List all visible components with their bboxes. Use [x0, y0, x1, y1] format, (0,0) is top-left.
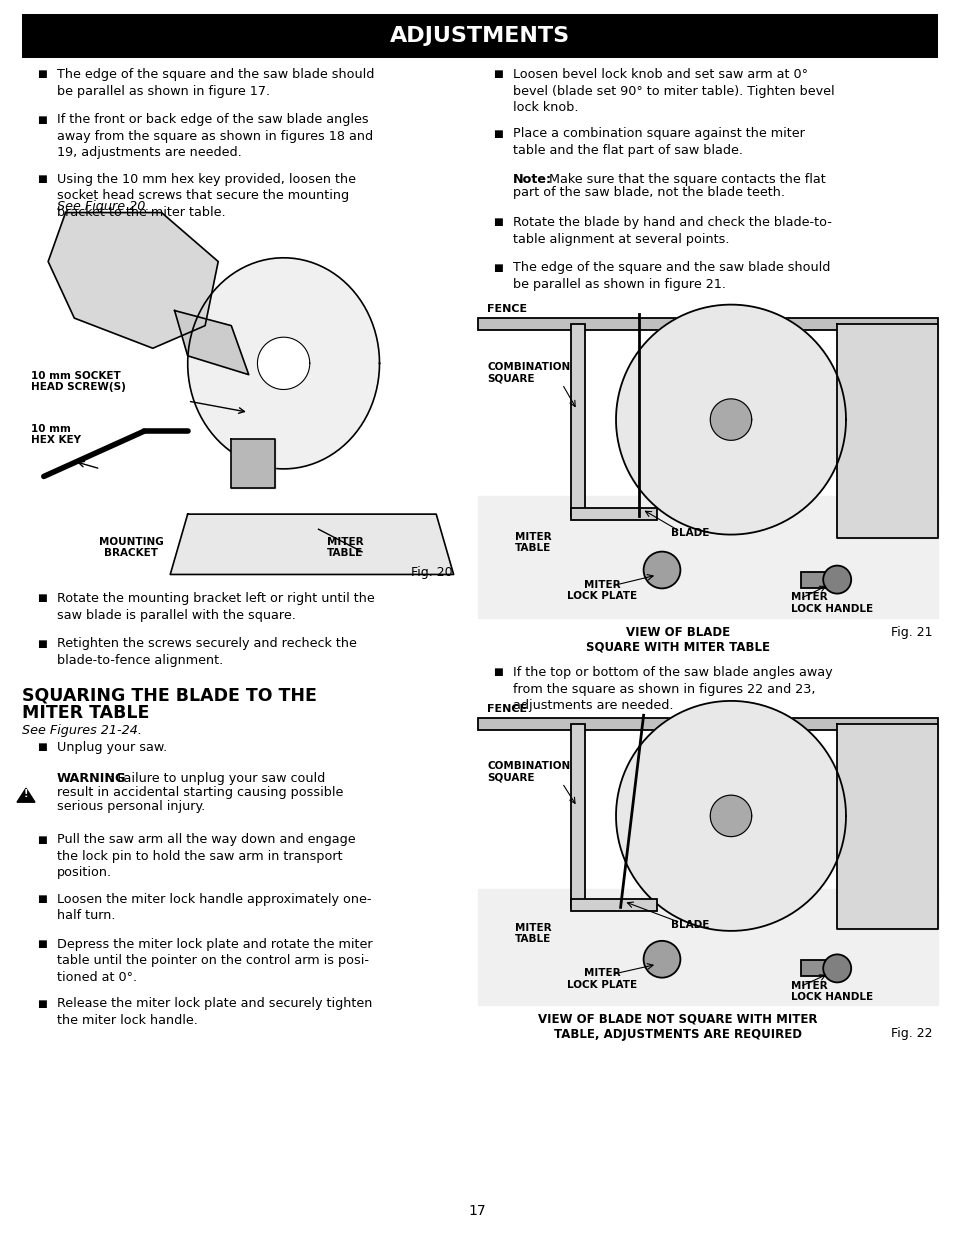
Text: serious personal injury.: serious personal injury. — [57, 800, 205, 813]
Text: ■: ■ — [493, 69, 502, 79]
Text: : Failure to unplug your saw could: : Failure to unplug your saw could — [109, 772, 325, 785]
Text: part of the saw blade, not the blade teeth.: part of the saw blade, not the blade tee… — [513, 186, 784, 199]
Text: ■: ■ — [493, 667, 502, 678]
Text: ■: ■ — [37, 835, 47, 845]
Text: FENCE: FENCE — [487, 304, 527, 314]
Text: ■: ■ — [493, 217, 502, 227]
Circle shape — [643, 941, 679, 978]
Bar — [801, 572, 830, 588]
Text: ■: ■ — [37, 174, 47, 184]
Text: ■: ■ — [493, 128, 502, 138]
Text: 10 mm
HEX KEY: 10 mm HEX KEY — [30, 424, 81, 446]
Text: MITER
LOCK HANDLE: MITER LOCK HANDLE — [790, 981, 872, 1002]
Bar — [571, 725, 584, 908]
Text: Fig. 22: Fig. 22 — [890, 1028, 932, 1040]
Text: If the front or back edge of the saw blade angles
away from the square as shown : If the front or back edge of the saw bla… — [57, 114, 373, 159]
Text: ■: ■ — [37, 894, 47, 904]
Text: Depress the miter lock plate and rotate the miter
table until the pointer on the: Depress the miter lock plate and rotate … — [57, 939, 373, 984]
Text: ■: ■ — [37, 999, 47, 1009]
Polygon shape — [174, 310, 249, 374]
Polygon shape — [170, 514, 454, 574]
Text: ■: ■ — [37, 638, 47, 648]
Text: MITER
LOCK PLATE: MITER LOCK PLATE — [566, 968, 637, 990]
Text: FENCE: FENCE — [487, 704, 527, 714]
Bar — [22, 14, 937, 58]
Text: Release the miter lock plate and securely tighten
the miter lock handle.: Release the miter lock plate and securel… — [57, 997, 372, 1026]
Bar — [477, 317, 937, 330]
Circle shape — [822, 566, 850, 594]
Bar — [571, 324, 584, 515]
Text: ■: ■ — [37, 115, 47, 125]
Text: 17: 17 — [468, 1204, 485, 1218]
Polygon shape — [17, 788, 35, 803]
Text: VIEW OF BLADE NOT SQUARE WITH MITER
TABLE, ADJUSTMENTS ARE REQUIRED: VIEW OF BLADE NOT SQUARE WITH MITER TABL… — [537, 1013, 817, 1041]
Polygon shape — [477, 889, 937, 1005]
Polygon shape — [836, 324, 937, 538]
Text: COMBINATION
SQUARE: COMBINATION SQUARE — [487, 761, 570, 783]
Text: MITER
LOCK PLATE: MITER LOCK PLATE — [566, 579, 637, 601]
Text: SQUARING THE BLADE TO THE: SQUARING THE BLADE TO THE — [22, 687, 316, 705]
Text: MOUNTING
BRACKET: MOUNTING BRACKET — [98, 537, 163, 558]
Polygon shape — [616, 701, 845, 931]
Text: ■: ■ — [37, 940, 47, 950]
Text: If the top or bottom of the saw blade angles away
from the square as shown in fi: If the top or bottom of the saw blade an… — [513, 666, 832, 713]
Text: BLADE: BLADE — [671, 529, 709, 538]
Bar — [477, 719, 937, 730]
Text: result in accidental starting causing possible: result in accidental starting causing po… — [57, 785, 343, 799]
Text: See Figure 20.: See Figure 20. — [57, 200, 150, 214]
Bar — [801, 961, 830, 977]
Text: Fig. 20: Fig. 20 — [411, 566, 453, 579]
Text: ■: ■ — [493, 263, 502, 273]
Text: MITER
TABLE: MITER TABLE — [515, 531, 551, 553]
Polygon shape — [257, 337, 310, 389]
Polygon shape — [616, 305, 845, 535]
Text: ■: ■ — [37, 69, 47, 79]
Polygon shape — [710, 795, 751, 836]
Text: Place a combination square against the miter
table and the flat part of saw blad: Place a combination square against the m… — [513, 127, 804, 157]
Text: See Figures 21-24.: See Figures 21-24. — [22, 724, 142, 737]
Polygon shape — [710, 399, 751, 441]
Circle shape — [643, 552, 679, 588]
Bar — [571, 899, 656, 911]
Text: ADJUSTMENTS: ADJUSTMENTS — [390, 26, 570, 46]
Text: Fig. 21: Fig. 21 — [890, 626, 932, 638]
Text: MITER TABLE: MITER TABLE — [22, 704, 150, 721]
Text: Retighten the screws securely and recheck the
blade-to-fence alignment.: Retighten the screws securely and rechec… — [57, 637, 356, 667]
Text: 10 mm SOCKET
HEAD SCREW(S): 10 mm SOCKET HEAD SCREW(S) — [30, 370, 126, 393]
Text: Unplug your saw.: Unplug your saw. — [57, 741, 167, 753]
Text: MITER
TABLE: MITER TABLE — [327, 537, 363, 558]
Text: Note:: Note: — [513, 173, 552, 185]
Circle shape — [822, 955, 850, 982]
Text: ■: ■ — [37, 594, 47, 604]
Text: !: ! — [24, 789, 29, 799]
Text: WARNING: WARNING — [57, 772, 127, 785]
Polygon shape — [836, 725, 937, 929]
Text: Make sure that the square contacts the flat: Make sure that the square contacts the f… — [544, 173, 825, 185]
Bar — [571, 508, 656, 520]
Text: ■: ■ — [37, 742, 47, 752]
Text: Using the 10 mm hex key provided, loosen the
socket head screws that secure the : Using the 10 mm hex key provided, loosen… — [57, 173, 355, 219]
Text: Rotate the blade by hand and check the blade-to-
table alignment at several poin: Rotate the blade by hand and check the b… — [513, 216, 831, 246]
Polygon shape — [188, 258, 379, 469]
Polygon shape — [48, 212, 218, 348]
Text: COMBINATION
SQUARE: COMBINATION SQUARE — [487, 362, 570, 384]
Polygon shape — [477, 496, 937, 618]
Text: Pull the saw arm all the way down and engage
the lock pin to hold the saw arm in: Pull the saw arm all the way down and en… — [57, 834, 355, 879]
Polygon shape — [231, 438, 274, 488]
Text: Rotate the mounting bracket left or right until the
saw blade is parallel with t: Rotate the mounting bracket left or righ… — [57, 592, 375, 621]
Text: Loosen bevel lock knob and set saw arm at 0°
bevel (blade set 90° to miter table: Loosen bevel lock knob and set saw arm a… — [513, 68, 834, 114]
Text: The edge of the square and the saw blade should
be parallel as shown in figure 1: The edge of the square and the saw blade… — [57, 68, 374, 98]
Text: The edge of the square and the saw blade should
be parallel as shown in figure 2: The edge of the square and the saw blade… — [513, 262, 829, 291]
Text: BLADE: BLADE — [671, 920, 709, 930]
Text: VIEW OF BLADE
SQUARE WITH MITER TABLE: VIEW OF BLADE SQUARE WITH MITER TABLE — [585, 626, 769, 655]
Text: MITER
TABLE: MITER TABLE — [515, 923, 551, 945]
Text: MITER
LOCK HANDLE: MITER LOCK HANDLE — [790, 593, 872, 614]
Text: Loosen the miter lock handle approximately one-
half turn.: Loosen the miter lock handle approximate… — [57, 893, 371, 923]
